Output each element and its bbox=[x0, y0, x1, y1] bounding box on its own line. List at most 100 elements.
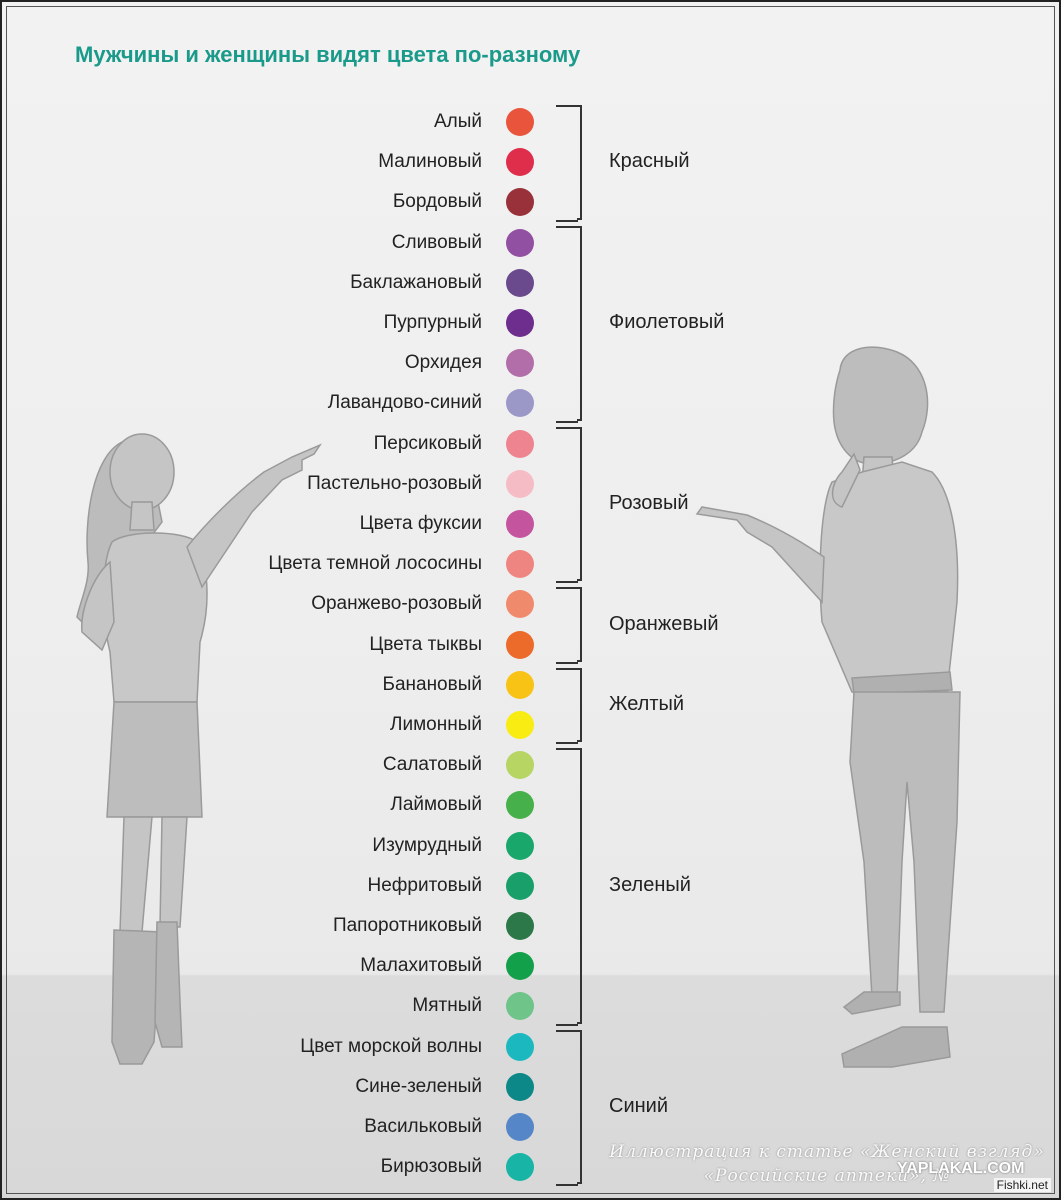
color-swatch bbox=[506, 469, 534, 498]
color-name: Алый bbox=[433, 111, 482, 132]
color-row: Изумрудный bbox=[2, 826, 562, 866]
group-label: Желтый bbox=[609, 693, 685, 715]
group-label: Красный bbox=[609, 150, 690, 173]
bracket-tick bbox=[556, 581, 578, 584]
color-row: Баклажановый bbox=[2, 263, 562, 303]
color-name: Лаймовый bbox=[390, 794, 482, 816]
color-name: Сливовый bbox=[391, 231, 482, 253]
bracket-tick bbox=[556, 587, 578, 590]
color-row: Цвета темной лососины bbox=[2, 544, 562, 584]
color-row: Бордовый bbox=[2, 182, 562, 222]
color-swatch bbox=[506, 429, 534, 458]
color-swatch bbox=[506, 791, 534, 820]
color-name: Лавандово-синий bbox=[327, 392, 482, 414]
bracket-tick bbox=[556, 225, 578, 228]
color-name: Сине-зеленый bbox=[355, 1075, 482, 1097]
group-label: Оранжевый bbox=[609, 612, 719, 635]
color-name: Васильковый bbox=[364, 1116, 482, 1137]
color-name: Цвета темной лососины bbox=[268, 553, 482, 575]
color-name: Персиковый bbox=[373, 432, 482, 454]
group-bracket bbox=[577, 1029, 582, 1185]
color-name: Оранжево-розовый bbox=[311, 593, 482, 615]
color-row: Бирюзовый bbox=[2, 1147, 562, 1187]
color-row: Васильковый bbox=[2, 1107, 562, 1147]
group-bracket bbox=[577, 667, 582, 743]
bracket-tick bbox=[556, 1023, 578, 1026]
color-swatch bbox=[506, 871, 534, 900]
watermark-fishki: Fishki.net bbox=[993, 1178, 1051, 1192]
color-name: Цвет морской волны bbox=[300, 1035, 482, 1057]
color-swatch bbox=[506, 952, 534, 981]
color-swatch bbox=[506, 992, 534, 1021]
group-label: Синий bbox=[609, 1095, 669, 1117]
color-row: Малиновый bbox=[2, 142, 562, 182]
color-name: Бирюзовый bbox=[380, 1156, 482, 1178]
bracket-tick bbox=[556, 742, 578, 745]
color-swatch bbox=[506, 309, 534, 337]
color-swatch bbox=[506, 1113, 534, 1141]
group-label: Зеленый bbox=[609, 873, 691, 896]
color-row: Малахитовый bbox=[2, 946, 562, 986]
color-name: Изумрудный bbox=[372, 834, 482, 856]
bracket-tick bbox=[556, 1029, 578, 1032]
color-swatch bbox=[506, 590, 534, 619]
color-swatch bbox=[506, 1032, 534, 1061]
color-name: Салатовый bbox=[382, 754, 482, 776]
caption-text: Иллюстрация к статье «Женский взгляд» «Р… bbox=[609, 1142, 1045, 1186]
group-bracket bbox=[577, 748, 582, 1024]
color-row: Сине-зеленый bbox=[2, 1067, 562, 1107]
page-title: Мужчины и женщины видят цвета по-разному bbox=[75, 42, 581, 67]
bracket-tick bbox=[556, 105, 578, 107]
group-label: Фиолетовый bbox=[609, 311, 725, 334]
color-row: Мятный bbox=[2, 986, 562, 1026]
bracket-tick bbox=[556, 748, 578, 751]
color-swatch bbox=[506, 228, 534, 257]
bracket-tick bbox=[556, 1184, 578, 1187]
color-name: Цвета фуксии bbox=[359, 513, 482, 534]
color-swatch bbox=[506, 550, 534, 579]
color-swatch bbox=[506, 188, 534, 217]
color-name: Цвета тыквы bbox=[369, 633, 482, 655]
color-swatch bbox=[506, 148, 534, 177]
color-row: Сливовый bbox=[2, 223, 562, 263]
color-name: Орхидея bbox=[404, 352, 482, 374]
color-name: Пастельно-розовый bbox=[307, 472, 482, 494]
color-swatch bbox=[506, 268, 534, 297]
color-row: Орхидея bbox=[2, 343, 562, 383]
color-name: Малиновый bbox=[378, 151, 482, 173]
color-name: Бордовый bbox=[392, 191, 482, 213]
color-swatch bbox=[506, 670, 534, 699]
color-swatch bbox=[506, 711, 534, 739]
color-name: Мятный bbox=[412, 995, 482, 1017]
color-swatch bbox=[506, 912, 534, 940]
color-row: Лаймовый bbox=[2, 785, 562, 825]
color-name: Лимонный bbox=[390, 714, 482, 735]
bracket-tick bbox=[556, 661, 578, 664]
color-row: Цвет морской волны bbox=[2, 1027, 562, 1067]
woman-silhouette bbox=[76, 433, 323, 1065]
color-swatch bbox=[506, 510, 534, 538]
color-swatch bbox=[506, 389, 534, 418]
color-row: Лавандово-синий bbox=[2, 383, 562, 423]
group-bracket bbox=[577, 587, 582, 662]
color-name: Пурпурный bbox=[383, 312, 482, 333]
group-bracket bbox=[577, 426, 582, 582]
color-row: Папоротниковый bbox=[2, 906, 562, 946]
color-name: Малахитовый bbox=[360, 955, 482, 977]
color-swatch bbox=[506, 1153, 534, 1182]
color-swatch bbox=[506, 751, 534, 780]
color-name: Баклажановый bbox=[350, 271, 482, 293]
color-row: Нефритовый bbox=[2, 866, 562, 906]
color-name: Банановый bbox=[382, 673, 482, 695]
color-name: Папоротниковый bbox=[332, 915, 482, 936]
color-row: Оранжево-розовый bbox=[2, 584, 562, 624]
color-swatch bbox=[506, 349, 534, 378]
color-row: Пастельно-розовый bbox=[2, 464, 562, 504]
bracket-tick bbox=[556, 426, 578, 429]
color-swatch bbox=[506, 630, 534, 659]
color-swatch bbox=[506, 1072, 534, 1101]
color-row: Пурпурный bbox=[2, 303, 562, 343]
bracket-tick bbox=[556, 667, 578, 670]
